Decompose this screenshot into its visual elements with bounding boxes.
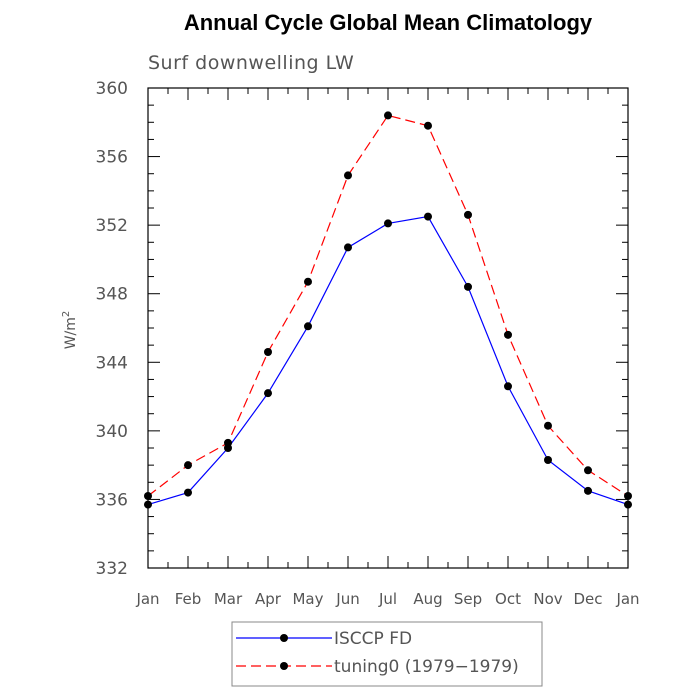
data-point [504, 330, 512, 339]
data-point [144, 500, 152, 509]
data-point [584, 486, 592, 495]
x-axis-tick-labels: Jan Feb Mar Apr May Jun Jul Aug Sep Oct Nov Dec Jan [135, 590, 639, 608]
data-point [384, 219, 392, 228]
x-tick-label: Jun [335, 590, 359, 608]
y-axis-label-superscript: 2 [61, 311, 72, 317]
legend-swatch-marker [280, 662, 288, 670]
series-line [147, 215, 629, 506]
y-tick-label: 344 [96, 353, 128, 373]
data-point [384, 111, 392, 120]
y-axis-tick-labels: 332 336 340 344 348 352 356 360 [96, 79, 128, 579]
y-tick-label: 348 [96, 285, 128, 305]
x-tick-label: Feb [175, 590, 202, 608]
y-axis-label-main: W/m [63, 317, 79, 349]
series-layer [144, 111, 632, 509]
y-tick-label: 332 [96, 559, 128, 579]
data-point [304, 277, 312, 286]
data-point [304, 322, 312, 331]
data-point [544, 421, 552, 430]
axis-ticks [147, 87, 629, 569]
series-0 [144, 212, 632, 509]
x-tick-label: Jul [378, 590, 397, 608]
legend: ISCCP FD tuning0 (1979−1979) [231, 621, 543, 687]
series-1 [144, 111, 632, 500]
data-point [344, 243, 352, 252]
data-point [464, 210, 472, 219]
legend-swatch-marker [280, 634, 288, 642]
data-point [504, 382, 512, 391]
x-tick-label: Jan [615, 590, 639, 608]
legend-label: tuning0 (1979−1979) [334, 657, 519, 677]
x-tick-label: Sep [454, 590, 482, 608]
data-point [624, 500, 632, 509]
x-tick-label: Oct [495, 590, 521, 608]
y-tick-label: 340 [96, 422, 128, 442]
chart-subtitle: Surf downwelling LW [148, 52, 354, 74]
x-tick-label: Jan [135, 590, 159, 608]
plot-frame [147, 87, 629, 569]
x-tick-label: Aug [413, 590, 442, 608]
data-point [184, 461, 192, 470]
y-tick-label: 356 [96, 148, 128, 168]
x-tick-label: May [292, 590, 323, 608]
data-point [624, 492, 632, 500]
data-point [264, 348, 272, 356]
x-tick-label: Nov [533, 590, 562, 608]
data-point [424, 121, 432, 130]
y-tick-label: 360 [96, 79, 128, 99]
y-axis-label: W/m2 [61, 311, 79, 350]
x-tick-label: Apr [255, 590, 282, 608]
data-point [344, 171, 352, 180]
data-point [424, 212, 432, 221]
x-tick-label: Mar [214, 590, 243, 608]
chart-title: Annual Cycle Global Mean Climatology [184, 10, 593, 35]
data-point [464, 282, 472, 291]
data-point [224, 438, 232, 447]
y-tick-label: 336 [96, 490, 128, 510]
legend-label: ISCCP FD [334, 629, 412, 649]
data-point [584, 466, 592, 475]
data-point [144, 492, 152, 500]
data-point [264, 389, 272, 398]
data-point [184, 488, 192, 497]
data-point [544, 456, 552, 464]
x-tick-label: Dec [573, 590, 602, 608]
y-tick-label: 352 [96, 216, 128, 236]
series-line [147, 114, 629, 497]
legend-box [231, 621, 543, 687]
